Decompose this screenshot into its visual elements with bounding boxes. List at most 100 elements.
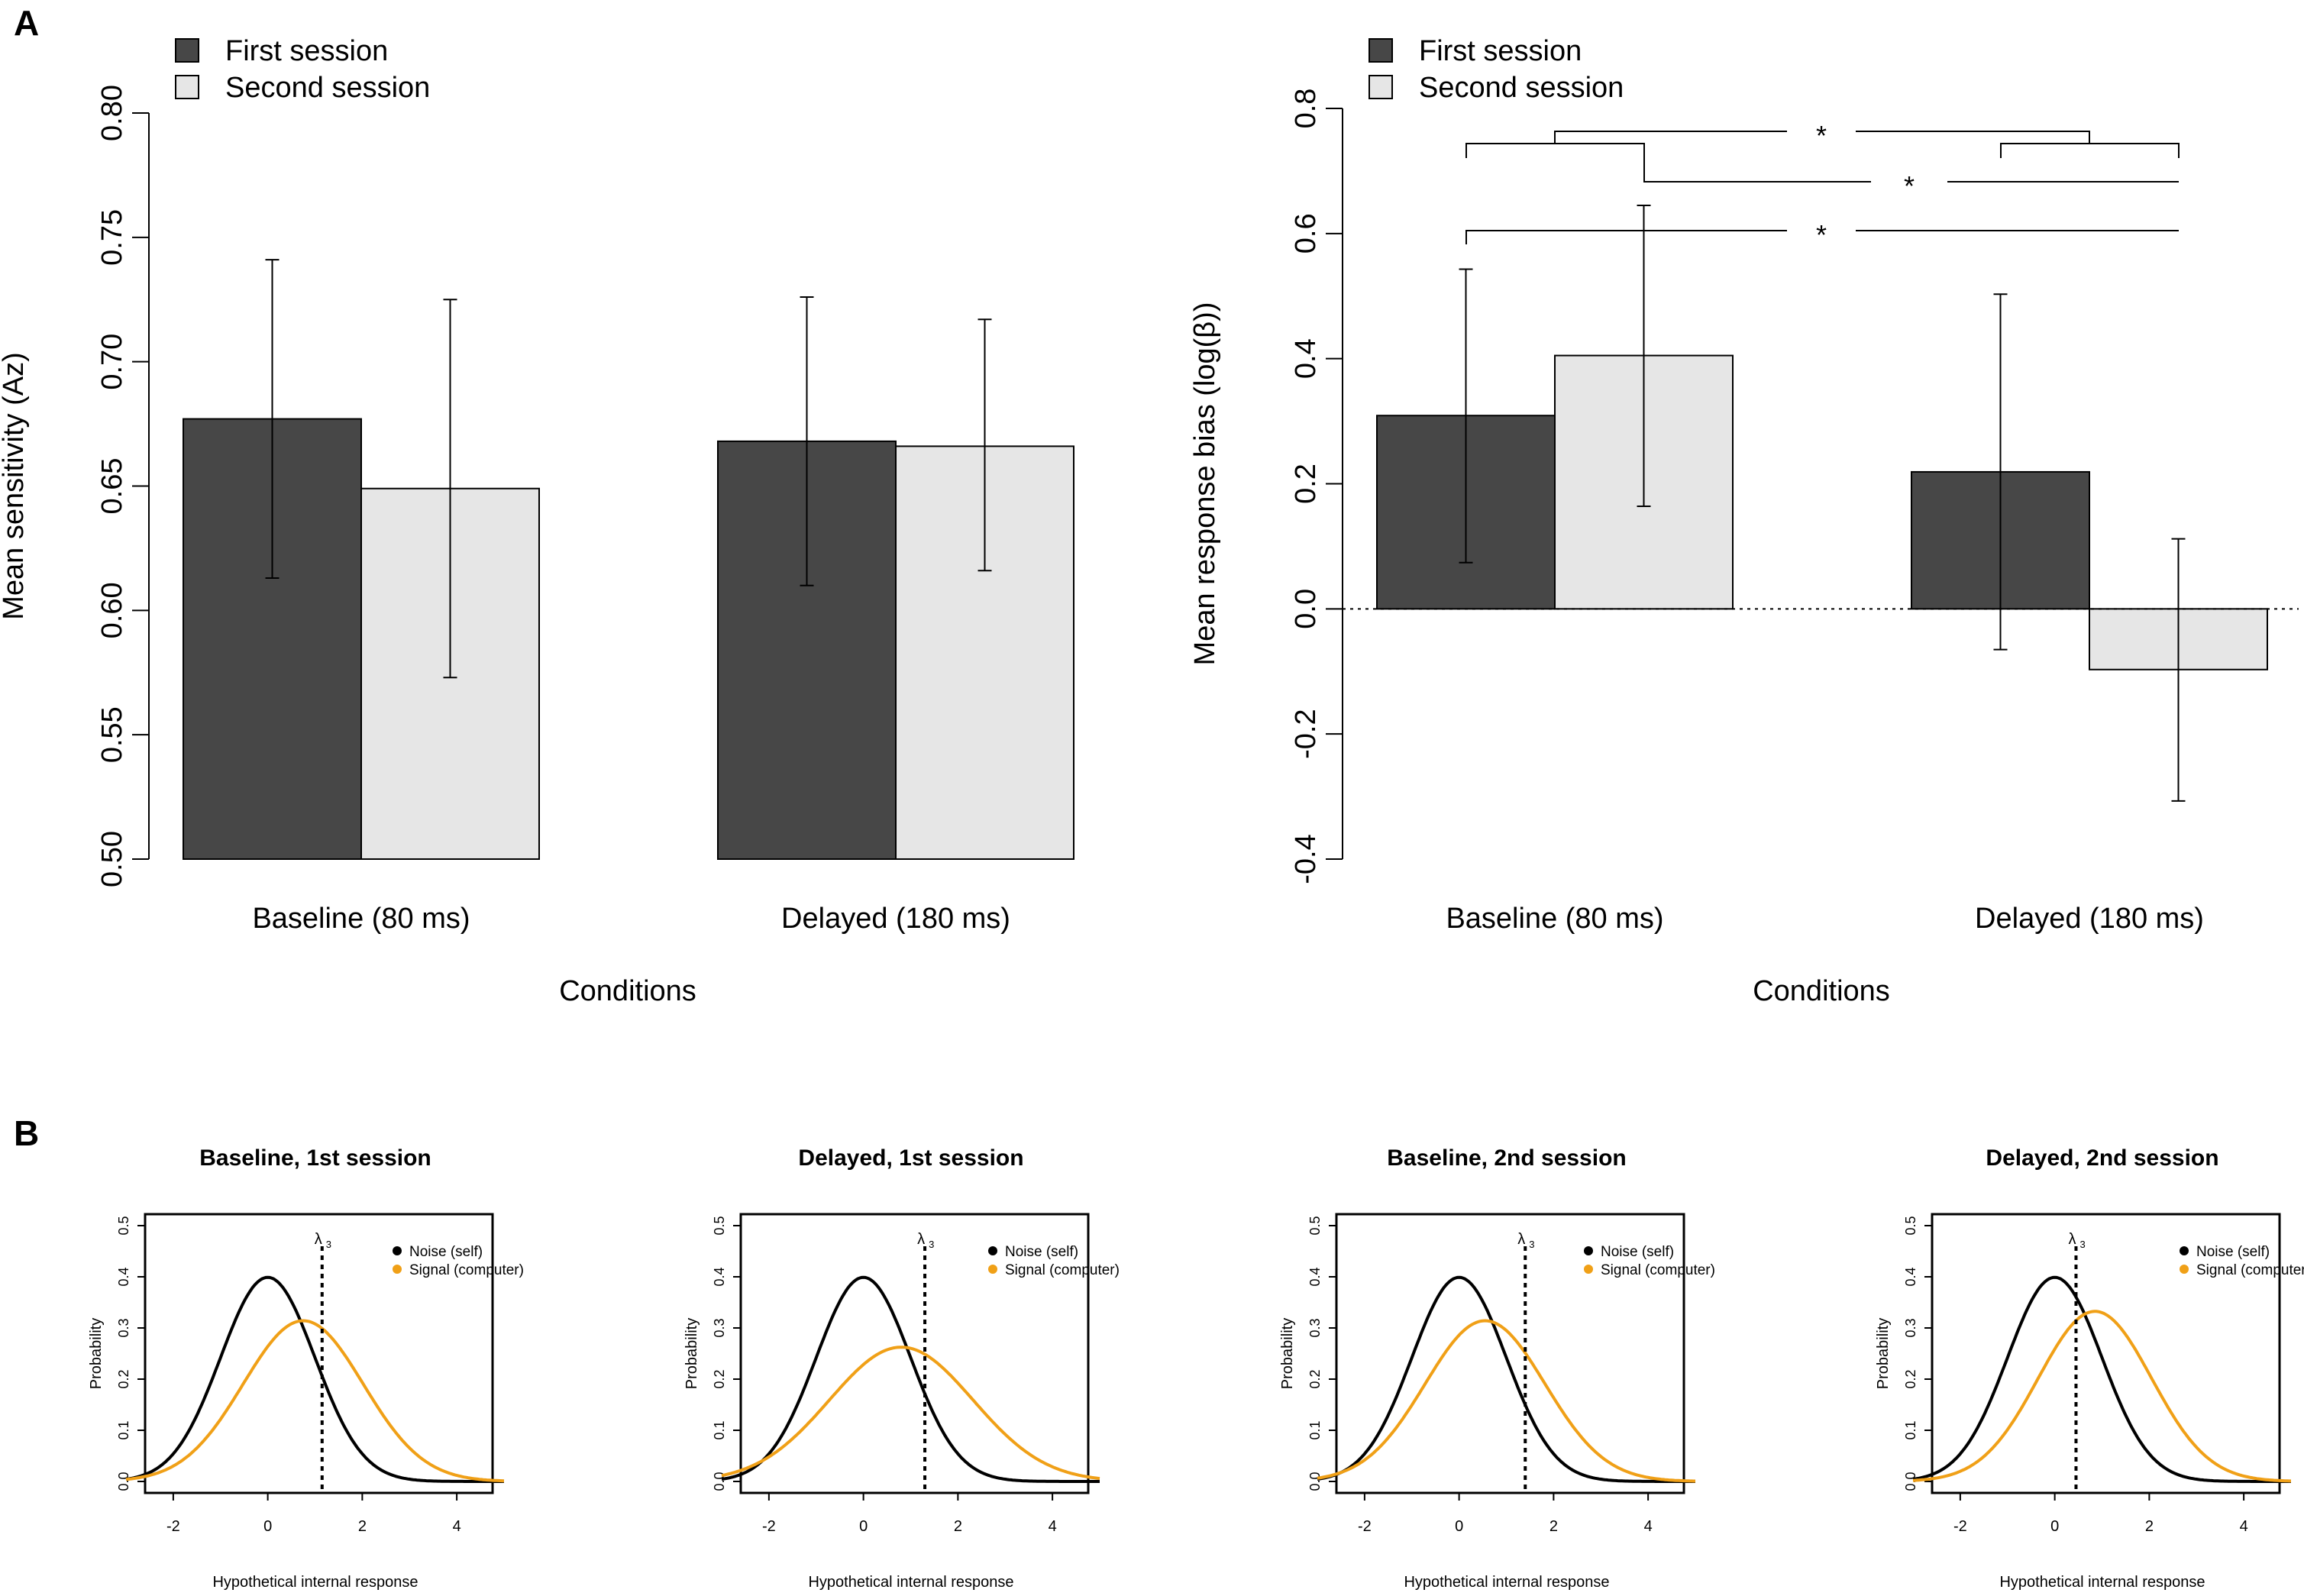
x-tick-label: -2 [1358,1518,1372,1535]
legend-label: Signal (computer) [2196,1262,2304,1278]
x-tick-label: 0 [859,1518,868,1535]
subplot-title: Baseline, 2nd session [1387,1145,1626,1171]
signal-curve [125,1319,505,1483]
category-label: Baseline (80 ms) [1446,903,1663,935]
y-axis-label: Mean sensitivity (Az) [0,352,30,620]
bracket [1856,131,2090,144]
y-tick-label: 0.3 [116,1318,131,1337]
y-tick-label: 0.1 [712,1420,727,1439]
y-tick-label: 0.2 [1903,1369,1918,1388]
y-axis-label: Probability [1875,1318,1892,1389]
legend-swatch [1369,38,1393,63]
y-tick-label: 0.65 [96,458,128,515]
x-tick-label: 0 [263,1518,272,1535]
x-axis-label: Conditions [559,975,696,1007]
noise-curve [125,1275,504,1483]
bracket [1554,131,1787,144]
criterion-label: λ [1517,1231,1525,1248]
y-tick-label: 0.60 [96,582,128,638]
legend-label: Signal (computer) [1601,1262,1715,1278]
legend-marker [2180,1246,2189,1255]
sdt-subplot: Baseline, 1st session 0.0 0.1 0.2 0.3 0.4 0.5 P… [88,1145,524,1591]
criterion-subscript: 3 [2079,1239,2085,1250]
y-axis-label: Probability [88,1318,105,1389]
x-axis-label: Hypothetical internal response [1999,1574,2205,1591]
bracket [2000,143,2180,158]
x-tick-label: -2 [166,1518,180,1535]
y-tick-label: 0.8 [1290,89,1322,129]
criterion-subscript: 3 [929,1239,934,1250]
y-tick-label: 0.2 [712,1369,727,1388]
legend-label: Second session [1419,72,1624,104]
x-tick-label: 0 [2050,1518,2059,1535]
y-tick-label: 0.3 [712,1318,727,1337]
legend-marker [2180,1265,2189,1274]
y-tick-label: 0.2 [116,1369,131,1388]
category-label: Delayed (180 ms) [781,903,1010,935]
response-bias-chart: -0.4 -0.2 0.0 0.2 0.4 0.6 0.8 Mean response bia… [1189,35,2299,1007]
significance-brackets: * * * [1465,120,2180,250]
x-tick-label: 0 [1455,1518,1463,1535]
bracket [1643,158,1871,183]
category-label: Baseline (80 ms) [252,903,470,935]
criterion-subscript: 3 [1529,1239,1534,1250]
legend-label: Signal (computer) [1005,1262,1120,1278]
legend-label: Noise (self) [1601,1244,1674,1260]
y-tick-label: 0.2 [1290,464,1322,504]
y-tick-label: 0.5 [712,1216,727,1235]
significance-star: * [1816,219,1827,250]
legend-marker [988,1246,997,1255]
x-tick-label: 2 [2145,1518,2154,1535]
legend-marker [1584,1265,1593,1274]
legend-marker [393,1246,402,1255]
x-tick-label: 4 [2240,1518,2248,1535]
legend-marker [988,1265,997,1274]
panel-b-label: B [14,1113,39,1153]
y-tick-label: 0.75 [96,209,128,266]
y-tick-label: -0.4 [1290,834,1322,884]
y-tick-label: 0.70 [96,334,128,390]
plot-frame [1335,1213,1685,1494]
noise-curve [721,1275,1100,1483]
y-tick-label: 0.0 [116,1472,131,1491]
x-tick-label: -2 [1953,1518,1967,1535]
x-axis-label: Conditions [1753,975,1890,1007]
y-axis-label: Mean response bias (log(β)) [1189,302,1221,666]
x-tick-label: 2 [954,1518,962,1535]
x-tick-label: 4 [453,1518,461,1535]
signal-curve [1317,1319,1695,1483]
bracket [1465,230,1787,244]
y-tick-label: 0.0 [1307,1472,1323,1491]
sensitivity-chart: 0.50 0.55 0.60 0.65 0.70 0.75 0.80 Mean sensiti… [0,35,1074,1007]
y-tick-label: 0.55 [96,706,128,763]
y-tick-label: 0.5 [116,1216,131,1235]
y-tick-label: 0.4 [1903,1267,1918,1286]
criterion-label: λ [2068,1231,2076,1248]
legend-swatch [1369,75,1393,99]
legend-label: Noise (self) [409,1244,483,1260]
y-tick-label: 0.2 [1307,1369,1323,1388]
y-tick-label: 0.50 [96,831,128,887]
legend-label: Second session [225,72,430,104]
subplot-title: Delayed, 1st session [798,1145,1023,1171]
legend-label: Noise (self) [2196,1244,2270,1260]
legend-label: First session [1419,35,1582,67]
legend-swatch [175,38,199,63]
sdt-subplot: Delayed, 1st session0.00.10.20.30.40.5Pr… [683,1145,1120,1591]
significance-star: * [1816,120,1827,151]
sdt-distributions: Baseline, 1st session 0.0 0.1 0.2 0.3 0.4 0.5 P… [88,1145,2304,1591]
x-tick-label: 2 [358,1518,367,1535]
legend-label: Signal (computer) [409,1262,524,1278]
signal-curve [721,1346,1100,1481]
legend-marker [1584,1246,1593,1255]
bracket [1465,143,1645,158]
panel-a-label: A [14,3,39,43]
criterion-label: λ [917,1231,925,1248]
x-axis-label: Hypothetical internal response [808,1574,1013,1591]
significance-star: * [1904,170,1915,202]
y-tick-label: 0.4 [1307,1267,1323,1286]
legend-marker [393,1265,402,1274]
y-tick-label: 0.3 [1903,1318,1918,1337]
sdt-subplot: Delayed, 2nd session 0.0 0.1 0.2 0.3 0.4 0.5 Pr… [1875,1145,2304,1591]
